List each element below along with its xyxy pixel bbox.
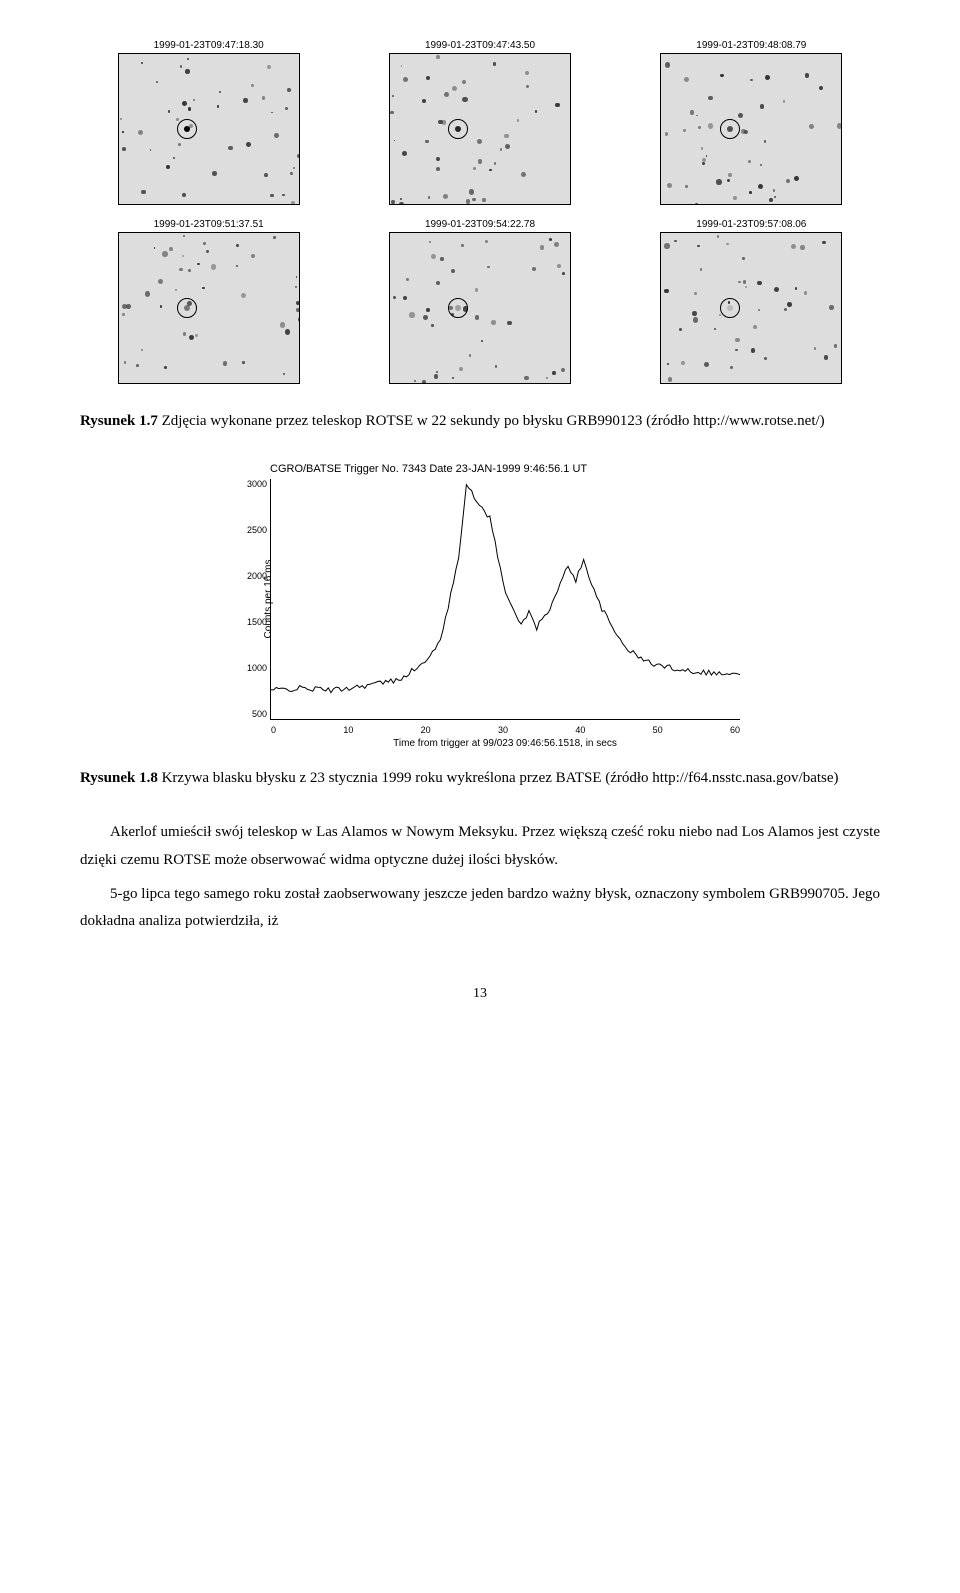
panel-title: 1999-01-23T09:54:22.78 xyxy=(425,219,535,230)
chart-curve-svg xyxy=(271,479,740,719)
panel-title: 1999-01-23T09:47:43.50 xyxy=(425,40,535,51)
chart-plot-area: Counts per 16 ms 30002500200015001000500… xyxy=(270,479,740,720)
figure-17-caption-label: Rysunek 1.7 xyxy=(80,413,158,429)
panel-image: 1440142014001380136014001420144014601480 xyxy=(660,232,842,384)
panel-wrap: 1999-01-23T09:57:08.06 144014201400138013… xyxy=(623,219,880,384)
figure-18-caption-text: Krzywa blasku błysku z 23 stycznia 1999 … xyxy=(158,770,839,786)
body-text: Akerlof umieścił swój teleskop w Las Ala… xyxy=(80,819,880,936)
panel-title: 1999-01-23T09:51:37.51 xyxy=(154,219,264,230)
panel-image: 1440142014001380136014001420144014601480 xyxy=(389,53,571,205)
panel-title: 1999-01-23T09:57:08.06 xyxy=(696,219,806,230)
target-circle-icon xyxy=(448,298,468,318)
figure-17-caption: Rysunek 1.7 Zdjęcia wykonane przez teles… xyxy=(80,410,880,433)
figure-17-grid: 1999-01-23T09:47:18.30 144014201400138013… xyxy=(80,40,880,384)
chart-yticks: 30002500200015001000500 xyxy=(237,479,267,719)
body-paragraph-1: Akerlof umieścił swój teleskop w Las Ala… xyxy=(80,819,880,875)
chart-xticks: 0102030405060 xyxy=(271,725,740,735)
panel-image: 1440142014001380136014001420144014601480 xyxy=(389,232,571,384)
panel-wrap: 1999-01-23T09:54:22.78 144014201400138013… xyxy=(351,219,608,384)
panel-wrap: 1999-01-23T09:48:08.79 144014201400138013… xyxy=(623,40,880,205)
target-circle-icon xyxy=(720,298,740,318)
target-circle-icon xyxy=(448,119,468,139)
panel-wrap: 1999-01-23T09:47:18.30 144014201400138013… xyxy=(80,40,337,205)
target-circle-icon xyxy=(177,298,197,318)
panel-image: 1440142014001380136014001420144014601480 xyxy=(118,53,300,205)
figure-17-caption-text: Zdjęcia wykonane przez teleskop ROTSE w … xyxy=(158,413,825,429)
panel-image: 1440142014001380136014001420144014601480 xyxy=(118,232,300,384)
figure-18-chart: CGRO/BATSE Trigger No. 7343 Date 23-JAN-… xyxy=(220,463,740,749)
chart-xlabel: Time from trigger at 99/023 09:46:56.151… xyxy=(270,738,740,749)
figure-18-caption-label: Rysunek 1.8 xyxy=(80,770,158,786)
chart-title: CGRO/BATSE Trigger No. 7343 Date 23-JAN-… xyxy=(220,463,740,475)
target-circle-icon xyxy=(177,119,197,139)
panel-image: 1440142014001380136014001420144014601480 xyxy=(660,53,842,205)
panel-wrap: 1999-01-23T09:47:43.50 144014201400138013… xyxy=(351,40,608,205)
page-number: 13 xyxy=(80,986,880,1002)
figure-18-caption: Rysunek 1.8 Krzywa blasku błysku z 23 st… xyxy=(80,767,880,790)
panel-title: 1999-01-23T09:47:18.30 xyxy=(154,40,264,51)
target-circle-icon xyxy=(720,119,740,139)
body-paragraph-2: 5-go lipca tego samego roku został zaobs… xyxy=(80,881,880,937)
panel-title: 1999-01-23T09:48:08.79 xyxy=(696,40,806,51)
panel-wrap: 1999-01-23T09:51:37.51 144014201400138013… xyxy=(80,219,337,384)
